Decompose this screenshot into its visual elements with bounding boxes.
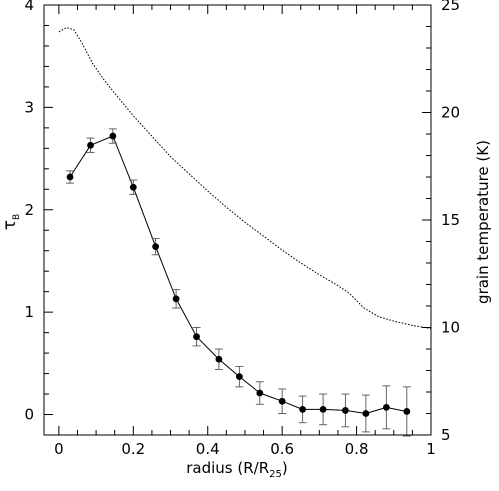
y-left-axis-title-sub: B bbox=[12, 214, 22, 220]
y-left-axis-title-main: τ bbox=[0, 220, 20, 230]
y-right-axis-title: grain temperature (K) bbox=[474, 140, 492, 304]
optical-depth-series bbox=[66, 128, 411, 437]
y-left-tick-label: 2 bbox=[24, 201, 34, 219]
y-left-tick-label: 0 bbox=[24, 406, 34, 424]
data-point bbox=[382, 403, 390, 411]
data-point bbox=[256, 389, 264, 397]
x-tick-label: 0.4 bbox=[196, 440, 220, 458]
x-axis-title-close: ) bbox=[282, 459, 288, 477]
data-point bbox=[87, 141, 94, 149]
y-left-tick-label: 1 bbox=[24, 303, 34, 321]
x-axis-title-main: radius (R/R bbox=[186, 459, 269, 477]
x-tick-label: 1 bbox=[426, 440, 436, 458]
x-tick-label: 0.2 bbox=[121, 440, 145, 458]
data-point bbox=[299, 406, 307, 413]
y-left-axis-title: τB bbox=[0, 214, 22, 230]
data-point bbox=[278, 397, 286, 405]
y-right-tick-label: 25 bbox=[441, 0, 460, 14]
x-axis-title-sub: 25 bbox=[269, 469, 282, 480]
x-tick-label: 0.8 bbox=[345, 440, 369, 458]
plot-frame bbox=[43, 4, 432, 436]
data-point bbox=[342, 407, 349, 414]
y-left-tick-label: 4 bbox=[24, 0, 34, 14]
y-right-tick-label: 15 bbox=[441, 211, 460, 229]
data-point bbox=[109, 132, 117, 140]
data-point bbox=[193, 333, 200, 341]
data-point bbox=[319, 406, 327, 413]
y-right-tick-label: 20 bbox=[441, 104, 460, 122]
data-point bbox=[172, 295, 180, 303]
data-point bbox=[66, 173, 74, 181]
data-point bbox=[215, 355, 223, 363]
temperature-series bbox=[58, 27, 432, 330]
temperature-line bbox=[58, 27, 432, 330]
x-axis-title: radius (R/R25) bbox=[186, 459, 287, 480]
data-point bbox=[235, 373, 243, 381]
data-point bbox=[403, 408, 411, 415]
y-right-tick-label: 10 bbox=[441, 319, 460, 337]
x-tick-label: 0 bbox=[54, 440, 64, 458]
data-point bbox=[362, 410, 370, 417]
data-point bbox=[152, 243, 160, 251]
x-tick-label: 0.6 bbox=[270, 440, 294, 458]
optical-depth-line bbox=[69, 135, 407, 415]
y-right-tick-label: 5 bbox=[441, 426, 451, 444]
data-point bbox=[129, 183, 137, 191]
y-left-tick-label: 3 bbox=[24, 98, 34, 116]
